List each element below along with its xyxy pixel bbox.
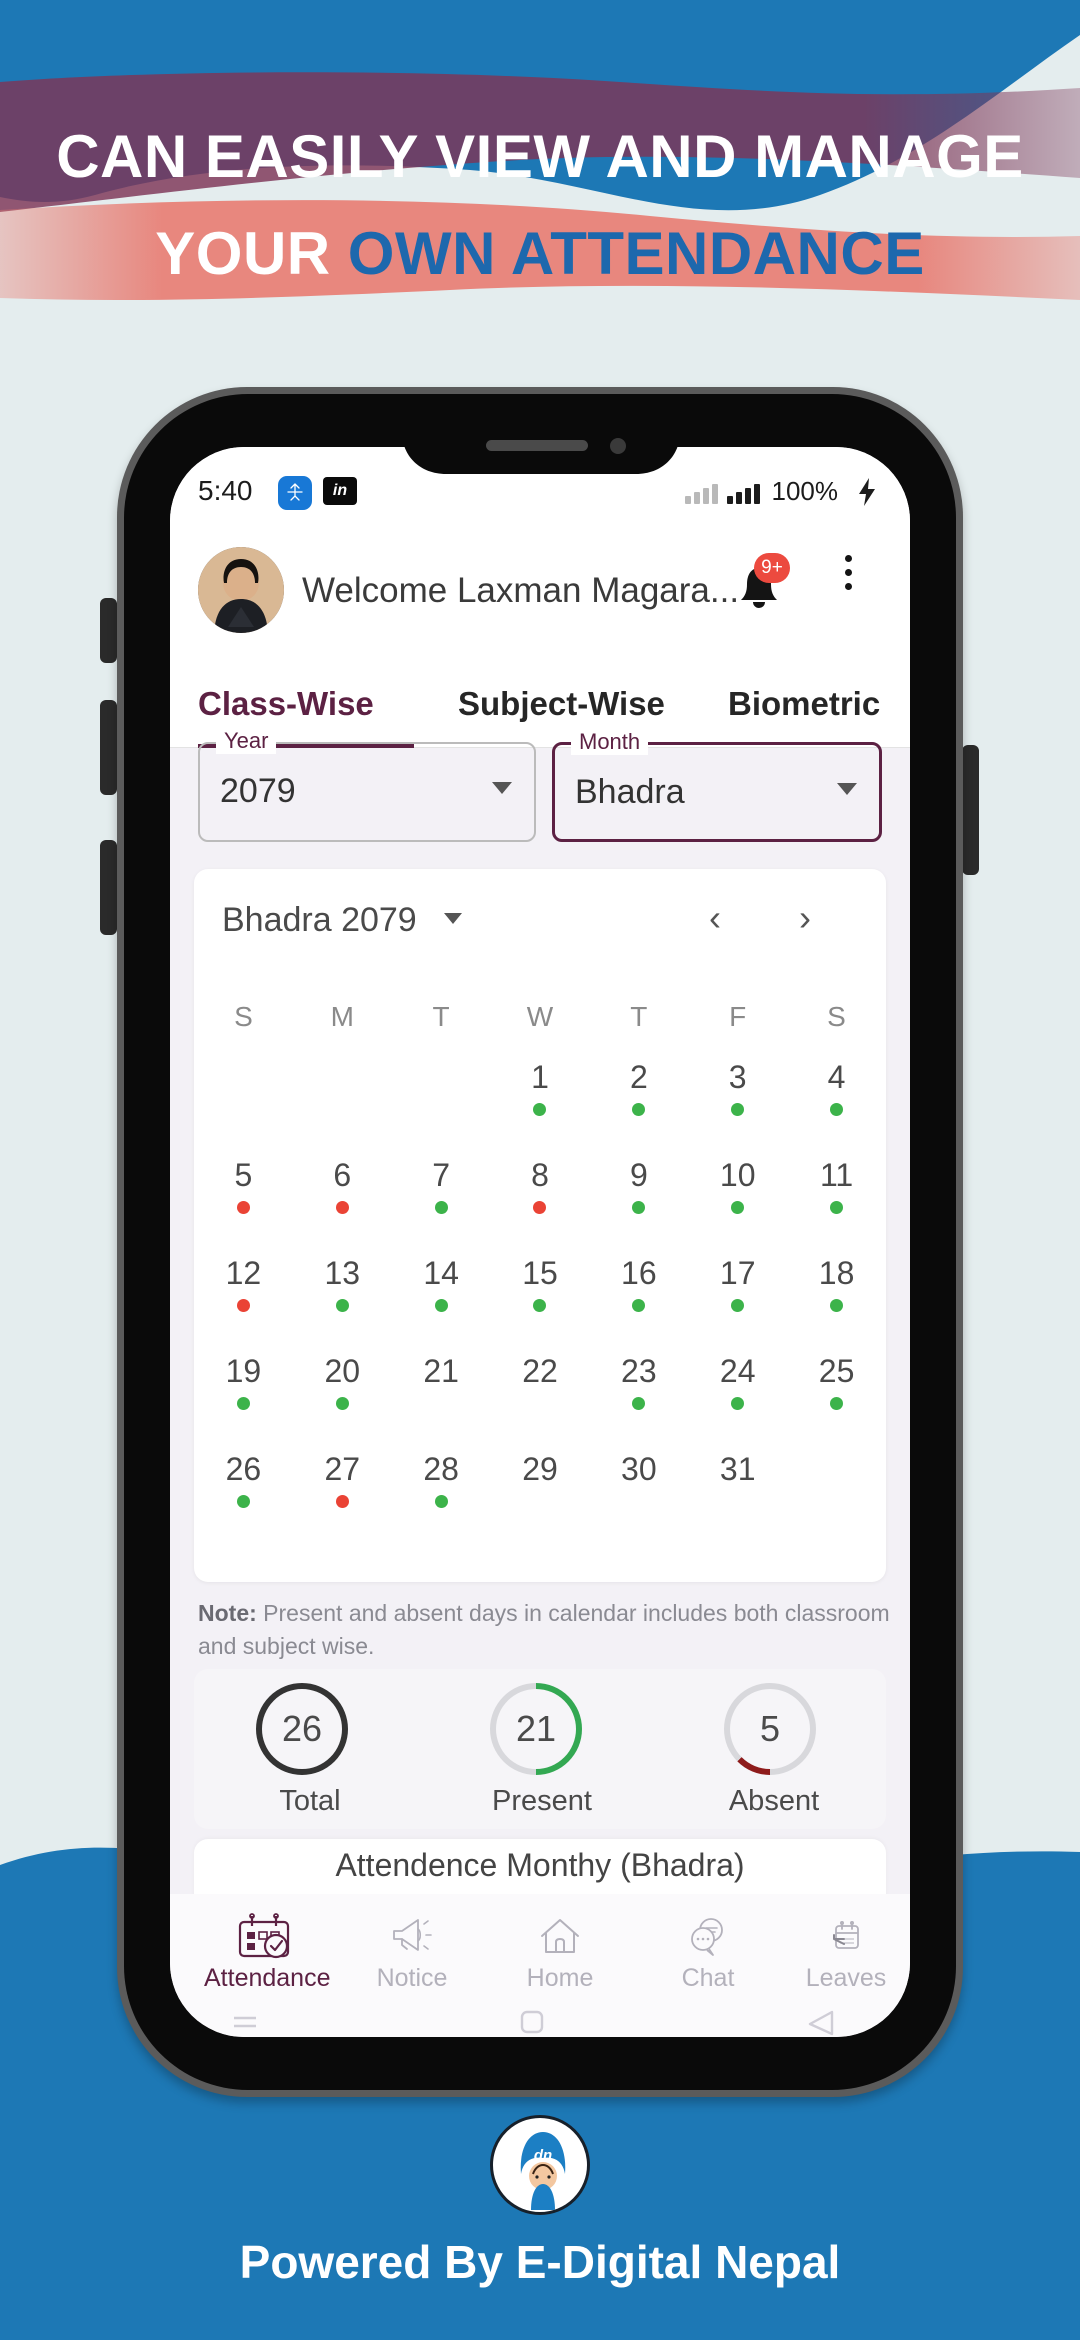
svg-text:dn: dn bbox=[534, 2147, 552, 2164]
